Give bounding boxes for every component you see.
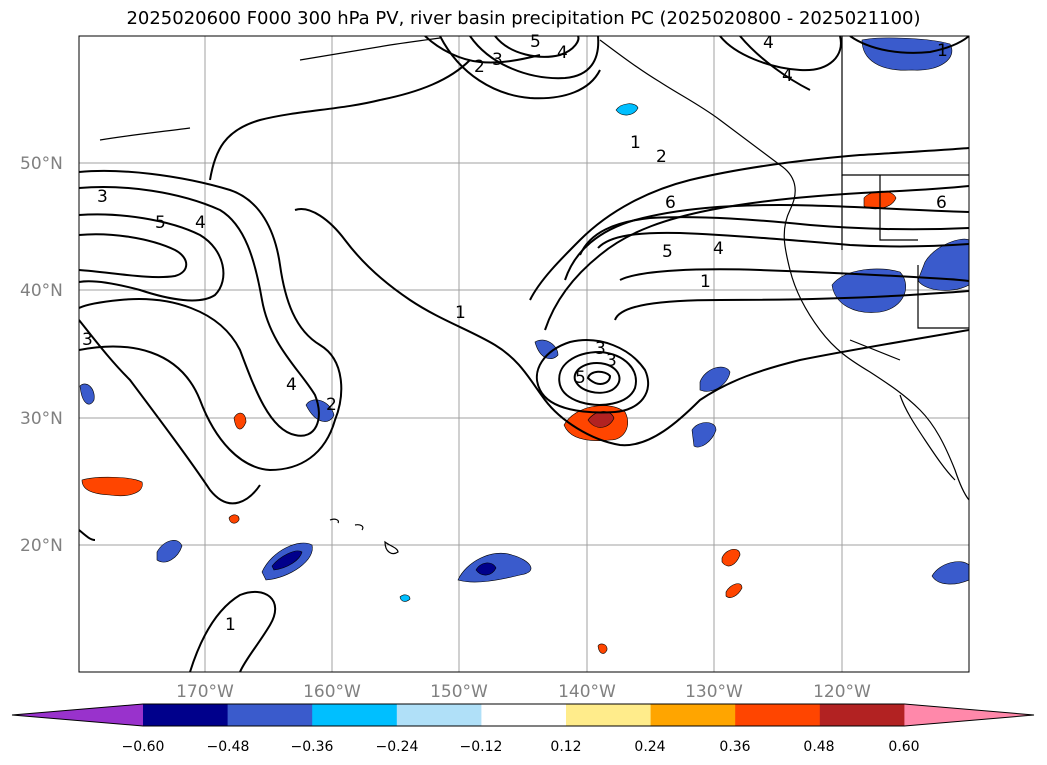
precip-negative — [931, 561, 969, 585]
precip-negative — [691, 422, 717, 448]
colorbar-segment — [819, 704, 905, 726]
precip-positive — [233, 412, 247, 430]
colorbar-segment — [312, 704, 398, 726]
colorbar-segment — [227, 704, 313, 726]
lon-label-170w: 170°W — [176, 682, 234, 702]
colorbar-tick-label: −0.48 — [207, 739, 250, 755]
precip-positive-core — [587, 411, 615, 428]
colorbar-segment — [566, 704, 652, 726]
contour-label: 1 — [225, 615, 236, 635]
contour-label: 2 — [656, 147, 667, 167]
precip-negative — [699, 366, 731, 392]
precip-positive — [81, 476, 143, 497]
precip-negative — [79, 383, 95, 405]
precip-negative — [399, 594, 411, 602]
colorbar-outline — [11, 703, 1035, 727]
precip-positive — [721, 549, 741, 567]
contour-label: 3 — [606, 351, 617, 371]
colorbar-tick-label: 0.60 — [888, 739, 919, 755]
lat-label-50n: 50°N — [20, 154, 63, 174]
colorbar-tick-label: −0.36 — [291, 739, 334, 755]
contour-label: 1 — [937, 41, 948, 61]
contour-label: 6 — [665, 193, 676, 213]
contour-label: 4 — [557, 43, 568, 63]
latitude-labels: 50°N 40°N 30°N 20°N — [20, 154, 63, 556]
colorbar-tick-label: −0.24 — [376, 739, 419, 755]
contour-label: 1 — [455, 303, 466, 323]
contour-label: 4 — [782, 66, 793, 86]
colorbar-segment — [143, 704, 229, 726]
colorbar-tick-label: 0.36 — [719, 739, 750, 755]
contour-label: 1 — [700, 272, 711, 292]
colorbar-segment — [735, 704, 821, 726]
contour-label: 1 — [630, 133, 641, 153]
colorbar-segment — [481, 704, 567, 726]
precip-negative — [305, 399, 335, 422]
colorbar-segment — [396, 704, 482, 726]
contour-label: 5 — [155, 213, 166, 233]
contour-label: 6 — [936, 193, 947, 213]
precip-positive — [597, 643, 608, 654]
lat-label-30n: 30°N — [20, 409, 63, 429]
precip-shading — [79, 37, 969, 654]
contour-label: 5 — [530, 32, 541, 52]
longitude-labels: 170°W 160°W 150°W 140°W 130°W 120°W — [176, 682, 871, 702]
lat-label-20n: 20°N — [20, 536, 63, 556]
colorbar-tick-label: −0.60 — [122, 739, 165, 755]
contour-label: 5 — [662, 242, 673, 262]
colorbar-labels: −0.60 −0.48 −0.36 −0.24 −0.12 0.12 0.24 … — [122, 739, 920, 755]
chart-title: 2025020600 F000 300 hPa PV, river basin … — [126, 8, 921, 29]
contour-label: 4 — [763, 33, 774, 53]
precip-negative-core — [271, 550, 303, 571]
contour-labels: 3 5 4 3 4 2 1 2 3 5 4 1 2 6 5 4 1 3 3 5 … — [82, 32, 948, 635]
lat-label-40n: 40°N — [20, 281, 63, 301]
contour-label: 3 — [97, 187, 108, 207]
contour-label: 4 — [713, 239, 724, 259]
colorbar — [11, 703, 1035, 727]
colorbar-tick-label: −0.12 — [460, 739, 503, 755]
colorbar-extend-high — [904, 704, 1034, 726]
colorbar-segment — [650, 704, 736, 726]
lon-label-130w: 130°W — [685, 682, 743, 702]
precip-negative-core — [475, 562, 497, 576]
lon-label-120w: 120°W — [813, 682, 871, 702]
contour-label: 3 — [492, 50, 503, 70]
precip-negative — [615, 103, 639, 116]
colorbar-extend-low — [12, 704, 143, 726]
map-frame — [78, 35, 970, 673]
precip-negative — [156, 540, 183, 563]
pv-contours — [79, 36, 969, 672]
lon-label-150w: 150°W — [430, 682, 488, 702]
colorbar-tick-label: 0.24 — [634, 739, 665, 755]
lon-label-160w: 160°W — [303, 682, 361, 702]
colorbar-tick-label: 0.48 — [803, 739, 834, 755]
colorbar-tick-label: 0.12 — [550, 739, 581, 755]
precip-positive — [228, 514, 240, 524]
contour-label: 3 — [82, 330, 93, 350]
contour-label: 3 — [595, 339, 606, 359]
contour-label: 2 — [474, 57, 485, 77]
precip-negative — [861, 37, 953, 71]
lon-label-140w: 140°W — [558, 682, 616, 702]
coastlines — [99, 36, 969, 555]
contour-label: 5 — [575, 368, 586, 388]
contour-label: 4 — [195, 213, 206, 233]
contour-label: 2 — [326, 395, 337, 415]
precip-negative — [534, 339, 559, 360]
contour-label: 4 — [286, 375, 297, 395]
precip-positive — [725, 583, 743, 598]
